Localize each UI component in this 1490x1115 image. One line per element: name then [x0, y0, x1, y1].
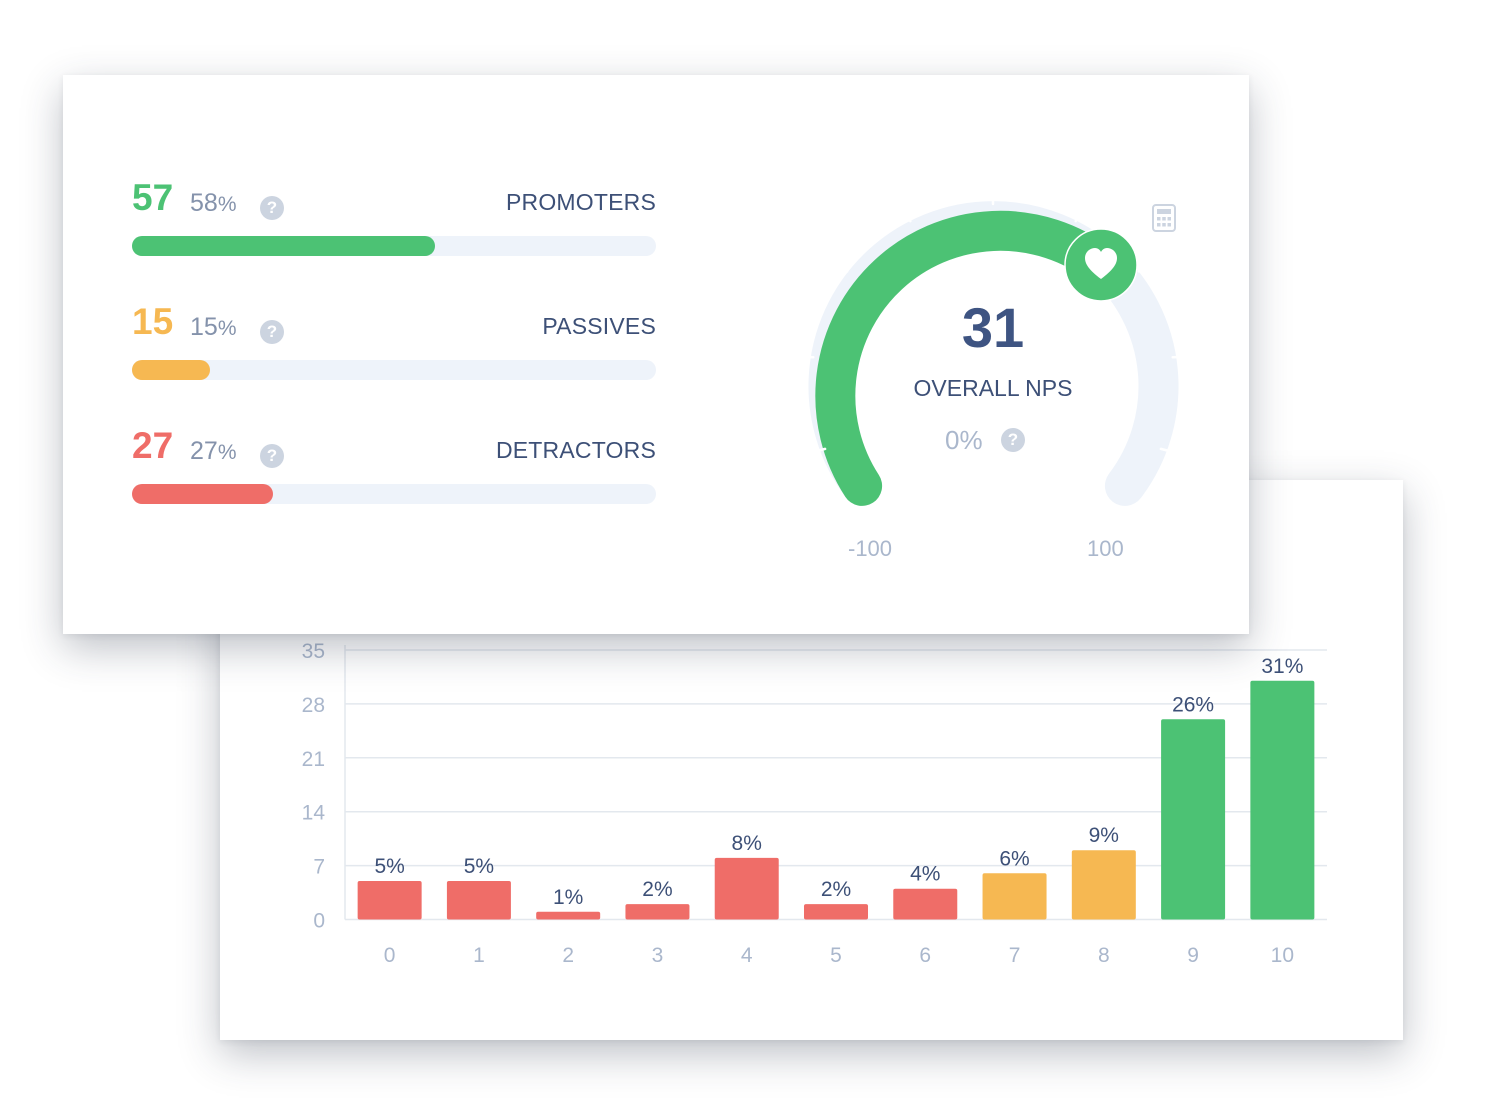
passives-progress-fill — [132, 360, 210, 380]
x-tick-label: 10 — [1271, 944, 1294, 967]
bar-score-1 — [446, 881, 511, 920]
passives-progress-track — [132, 360, 656, 380]
bar-data-label: 9% — [1089, 824, 1119, 847]
heart-icon — [1085, 248, 1117, 279]
y-tick-label: 14 — [302, 802, 326, 825]
gauge-ticks — [803, 193, 1183, 453]
nps-change-help-icon[interactable]: ? — [1001, 428, 1025, 452]
detractors-row: 27 27% ? DETRACTORS — [132, 427, 656, 525]
overall-nps-label: OVERALL NPS — [913, 375, 1073, 401]
y-tick-label: 0 — [313, 910, 325, 933]
bar-score-6 — [893, 888, 958, 920]
y-tick-label: 35 — [302, 640, 325, 663]
gauge-marker — [1064, 228, 1138, 302]
bar-data-label: 5% — [464, 855, 494, 878]
bar-score-0 — [357, 881, 422, 920]
x-tick-label: 0 — [384, 944, 396, 967]
promoters-help-icon[interactable]: ? — [260, 196, 284, 220]
promoters-percent: 58% — [190, 189, 237, 217]
y-tick-label: 28 — [302, 694, 325, 717]
bar-score-7 — [982, 873, 1047, 920]
detractors-progress-track — [132, 484, 656, 504]
x-tick-label: 7 — [1009, 944, 1021, 967]
bar-score-9 — [1161, 719, 1226, 920]
promoters-progress-fill — [132, 236, 435, 256]
detractors-count: 27 — [132, 425, 174, 466]
passives-count: 15 — [132, 301, 174, 342]
y-tick-label: 7 — [313, 856, 325, 879]
nps-change-value: 0% — [945, 425, 983, 455]
bar-score-2 — [536, 911, 601, 920]
gauge-fill — [815, 210, 1121, 506]
detractors-label: DETRACTORS — [495, 437, 656, 463]
gauge-max-label: 100 — [1087, 536, 1124, 561]
promoters-label: PROMOTERS — [505, 189, 656, 215]
bar-score-5 — [804, 904, 868, 920]
score-distribution-chart: 0 7 14 21 28 35 5% 0 5% 1 1% 2 2% 3 8% 4 2% 5 4% 6 6% 7 9% 8 26%… — [302, 640, 1327, 967]
x-tick-label: 3 — [652, 944, 664, 967]
x-tick-label: 2 — [562, 944, 574, 967]
detractors-progress-fill — [132, 484, 273, 504]
x-tick-label: 1 — [473, 944, 485, 967]
passives-percent: 15% — [190, 313, 237, 341]
bar-score-10 — [1250, 680, 1315, 920]
bar-data-label: 4% — [910, 863, 940, 886]
x-tick-label: 4 — [741, 944, 753, 967]
bar-score-8 — [1071, 850, 1136, 920]
promoters-row: 57 58% ? PROMOTERS — [132, 179, 656, 277]
bar-data-label: 5% — [374, 855, 404, 878]
x-tick-label: 8 — [1098, 944, 1110, 967]
gauge-min-label: -100 — [848, 536, 893, 561]
x-tick-label: 5 — [830, 944, 842, 967]
calculator-icon[interactable] — [1152, 204, 1176, 232]
detractors-help-icon[interactable]: ? — [260, 444, 284, 468]
bar-data-label: 31% — [1261, 655, 1303, 678]
bar-data-label: 6% — [999, 847, 1029, 870]
bar-score-4 — [714, 857, 779, 920]
x-tick-label: 9 — [1187, 944, 1199, 967]
passives-help-icon[interactable]: ? — [260, 320, 284, 344]
overall-nps-value: 31 — [961, 296, 1025, 359]
passives-label: PASSIVES — [542, 313, 656, 339]
bar-data-label: 8% — [732, 832, 762, 855]
x-tick-label: 6 — [919, 944, 931, 967]
nps-summary-card: 57 58% ? PROMOTERS 15 15% ? PASSIVES 27 … — [63, 75, 1249, 634]
promoters-count: 57 — [132, 177, 174, 218]
bar-score-3 — [625, 904, 690, 920]
promoters-progress-track — [132, 236, 656, 256]
bar-data-label: 1% — [553, 886, 583, 909]
y-tick-label: 21 — [302, 748, 325, 771]
nps-gauge — [803, 193, 1183, 506]
bar-data-label: 2% — [642, 878, 672, 901]
passives-row: 15 15% ? PASSIVES — [132, 303, 656, 401]
bar-data-label: 2% — [821, 878, 851, 901]
detractors-percent: 27% — [190, 437, 237, 465]
bar-data-label: 26% — [1172, 693, 1214, 716]
